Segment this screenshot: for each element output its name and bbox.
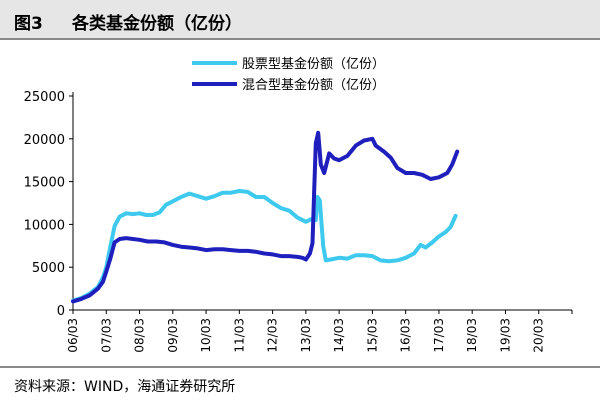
figure-footer: 资料来源：WIND，海通证券研究所 [0,366,600,401]
source-note: 资料来源：WIND，海通证券研究所 [14,379,236,395]
x-tick-label: 08/03 [133,318,147,353]
x-tick-label: 19/03 [498,318,512,353]
x-tick-label: 12/03 [266,318,280,353]
x-tick-label: 07/03 [99,318,113,353]
line-chart: 0 5000 10000 15000 20000 25000 06/03 07/03 08/03… [24,56,573,353]
series-line-mixed [71,130,460,304]
y-tick-label: 15000 [24,176,65,191]
y-tick-label: 5000 [32,261,65,276]
legend-label: 股票型基金份额（亿份） [242,56,385,72]
figure-title: 各类基金份额（亿份） [72,14,242,34]
x-tick-label: 13/03 [299,318,313,353]
x-tick-label: 18/03 [465,318,479,353]
figure-title-bar: 图3 各类基金份额（亿份） [0,0,600,40]
x-tick-label: 20/03 [532,318,546,353]
x-tick-label: 06/03 [66,318,80,353]
x-tick-label: 17/03 [432,318,446,353]
figure-number: 图3 [14,14,43,34]
x-tick-label: 16/03 [399,318,413,353]
x-tick-label: 10/03 [199,318,213,353]
x-tick-label: 09/03 [166,318,180,353]
y-tick-label: 0 [57,304,65,319]
y-tick-label: 25000 [24,90,65,105]
y-tick-label: 10000 [24,218,65,233]
x-tick-label: 11/03 [232,318,246,353]
y-tick-label: 20000 [24,133,65,148]
x-tick-label: 15/03 [365,318,379,353]
legend-label: 混合型基金份额（亿份） [242,77,385,93]
series-line-stock [71,189,458,303]
x-tick-label: 14/03 [332,318,346,353]
